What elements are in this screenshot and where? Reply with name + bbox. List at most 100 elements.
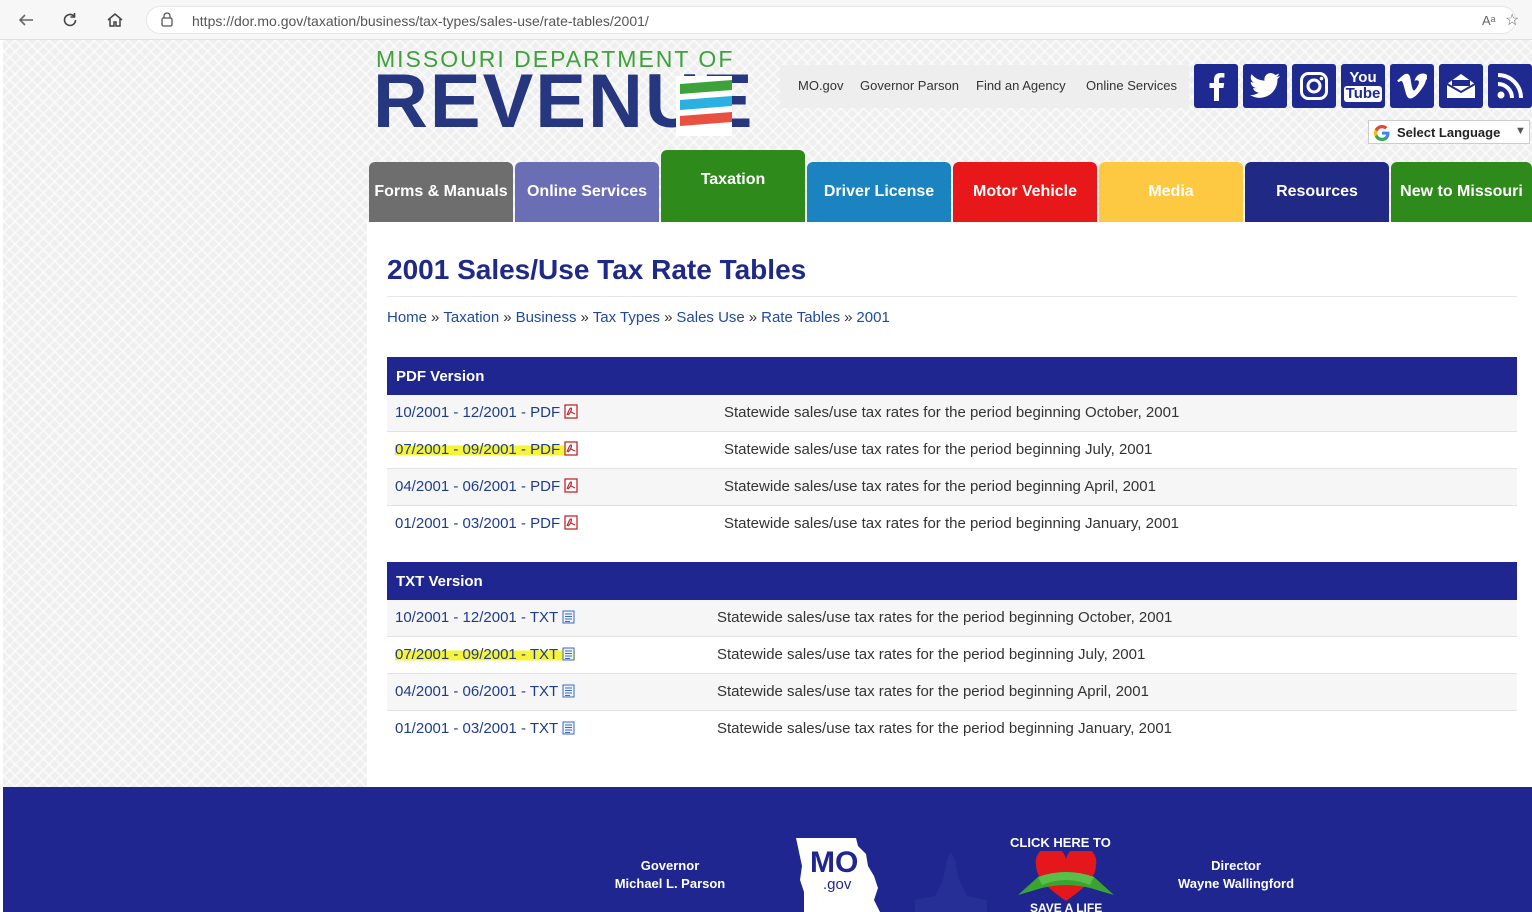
pdf-file-icon [564,404,578,419]
favorite-star-icon[interactable]: ☆ [1505,12,1520,29]
breadcrumb-separator: » [748,309,758,326]
tab-online-services[interactable]: Online Services [515,162,659,222]
logo-stripes-icon [676,76,732,136]
breadcrumb-2001[interactable]: 2001 [856,309,890,326]
language-label: Select Language [1397,125,1501,140]
breadcrumb-sales-use[interactable]: Sales Use [676,309,745,326]
txt-file-icon [562,721,575,735]
util-link-find-agency[interactable]: Find an Agency [976,78,1066,93]
table-row: 01/2001 - 03/2001 - PDF Statewide sales/u… [387,506,1517,543]
breadcrumb-business[interactable]: Business [515,309,577,326]
footer-director: Director Wayne Wallingford [1170,857,1302,893]
rss-icon[interactable] [1488,64,1532,108]
table-row: 07/2001 - 09/2001 - TXT Statewide sales/u… [387,637,1517,674]
vimeo-icon[interactable] [1390,64,1434,108]
youtube-icon[interactable]: You Tube [1341,64,1385,108]
browser-toolbar: https://dor.mo.gov/taxation/business/tax… [0,0,1532,40]
breadcrumb-separator: » [503,309,512,326]
back-arrow-icon[interactable] [14,8,38,32]
link-label: 01/2001 - 03/2001 - PDF [395,515,561,532]
twitter-icon[interactable] [1243,64,1287,108]
table-row: 07/2001 - 09/2001 - PDF Statewide sales/u… [387,432,1517,469]
table-row: 10/2001 - 12/2001 - TXT Statewide sales/u… [387,600,1517,637]
rate-table-link[interactable]: 10/2001 - 12/2001 - TXT [395,609,575,626]
breadcrumb-home[interactable]: Home [387,309,428,326]
logo-subtitle[interactable]: MISSOURI DEPARTMENT OF [376,46,735,72]
table-heading: PDF Version [387,357,1517,395]
link-label: 10/2001 - 12/2001 - PDF [395,404,561,421]
home-icon[interactable] [103,8,127,32]
row-description: Statewide sales/use tax rates for the pe… [717,720,1173,737]
rate-table-link[interactable]: 10/2001 - 12/2001 - PDF [395,404,578,421]
pdf-file-icon [564,515,578,530]
capitol-icon [915,852,987,912]
save-a-life-text[interactable]: SAVE A LIFE [1030,901,1103,912]
google-icon [1373,124,1390,142]
util-link-mo-gov[interactable]: MO.gov [798,78,844,93]
mo-gov-logo-text: MO [810,846,859,879]
director-title: Director [1211,858,1261,873]
tab-new-to-missouri[interactable]: New to Missouri [1391,162,1532,222]
tab-forms-manuals[interactable]: Forms & Manuals [369,162,513,222]
governor-name[interactable]: Michael L. Parson [614,876,726,891]
breadcrumb-separator: » [844,309,853,326]
youtube-you: You [1349,69,1377,86]
breadcrumb-taxation[interactable]: Taxation [443,309,500,326]
missouri-map-icon[interactable] [794,836,882,912]
txt-version-table: TXT Version 10/2001 - 12/2001 - TXT State… [387,562,1517,748]
tab-resources[interactable]: Resources [1245,162,1389,222]
refresh-icon[interactable] [58,8,82,32]
tab-driver-license[interactable]: Driver License [807,162,951,222]
email-icon[interactable] [1439,64,1483,108]
table-row: 04/2001 - 06/2001 - TXT Statewide sales/u… [387,674,1517,711]
link-label: 10/2001 - 12/2001 - TXT [395,609,559,626]
facebook-icon[interactable] [1194,64,1238,108]
tab-media[interactable]: Media [1099,162,1243,222]
util-link-governor[interactable]: Governor Parson [860,78,959,93]
instagram-icon[interactable] [1292,64,1336,108]
link-label: 04/2001 - 06/2001 - TXT [395,683,559,700]
util-link-online-services[interactable]: Online Services [1086,78,1178,93]
chevron-down-icon: ▼ [1515,125,1526,137]
rate-table-link[interactable]: 04/2001 - 06/2001 - TXT [395,683,575,700]
tab-taxation[interactable]: Taxation [661,150,805,222]
utility-links: MO.gov Governor Parson Find an Agency On… [780,65,1189,108]
row-description: Statewide sales/use tax rates for the pe… [724,404,1180,421]
row-description: Statewide sales/use tax rates for the pe… [717,683,1149,700]
txt-file-icon [562,610,575,624]
page-title: 2001 Sales/Use Tax Rate Tables [387,254,807,285]
row-description: Statewide sales/use tax rates for the pe… [724,478,1156,495]
pdf-file-icon [564,441,578,456]
rate-table-link[interactable]: 01/2001 - 03/2001 - TXT [395,720,575,737]
rate-table-link[interactable]: 04/2001 - 06/2001 - PDF [395,478,578,495]
link-label: 07/2001 - 09/2001 - TXT [395,646,559,663]
rate-table-link[interactable]: 07/2001 - 09/2001 - PDF [395,441,579,458]
row-description: Statewide sales/use tax rates for the pe… [724,441,1153,458]
heart-ribbon-icon[interactable] [1016,851,1116,903]
txt-file-icon [562,684,575,698]
footer [3,787,1532,912]
lock-icon[interactable] [161,12,173,30]
pdf-file-icon [564,478,578,493]
language-select[interactable]: Select Language ▼ [1368,120,1530,144]
breadcrumb-rate-tables[interactable]: Rate Tables [761,309,841,326]
read-aloud-icon[interactable]: Aᵃ [1482,13,1496,28]
youtube-tube: Tube [1343,85,1383,102]
address-bar[interactable]: https://dor.mo.gov/taxation/business/tax… [146,6,1520,34]
governor-title: Governor [640,858,700,873]
rate-table-link[interactable]: 07/2001 - 09/2001 - TXT [395,646,576,663]
breadcrumb-separator: » [580,309,589,326]
breadcrumb: Home» Taxation» Business» Tax Types» Sales U… [387,309,890,326]
row-description: Statewide sales/use tax rates for the pe… [724,515,1180,532]
breadcrumb-separator: » [431,309,440,326]
tab-motor-vehicle[interactable]: Motor Vehicle [953,162,1097,222]
rate-table-link[interactable]: 01/2001 - 03/2001 - PDF [395,515,578,532]
click-here-text[interactable]: CLICK HERE TO [1010,835,1111,850]
director-name[interactable]: Wayne Wallingford [1177,876,1295,891]
row-description: Statewide sales/use tax rates for the pe… [717,646,1146,663]
link-label: 01/2001 - 03/2001 - TXT [395,720,559,737]
pdf-version-table: PDF Version 10/2001 - 12/2001 - PDF State… [387,357,1517,543]
breadcrumb-tax-types[interactable]: Tax Types [592,309,661,326]
mo-gov-logo-suffix: .gov [823,876,852,893]
url-text[interactable]: https://dor.mo.gov/taxation/business/tax… [192,13,649,29]
